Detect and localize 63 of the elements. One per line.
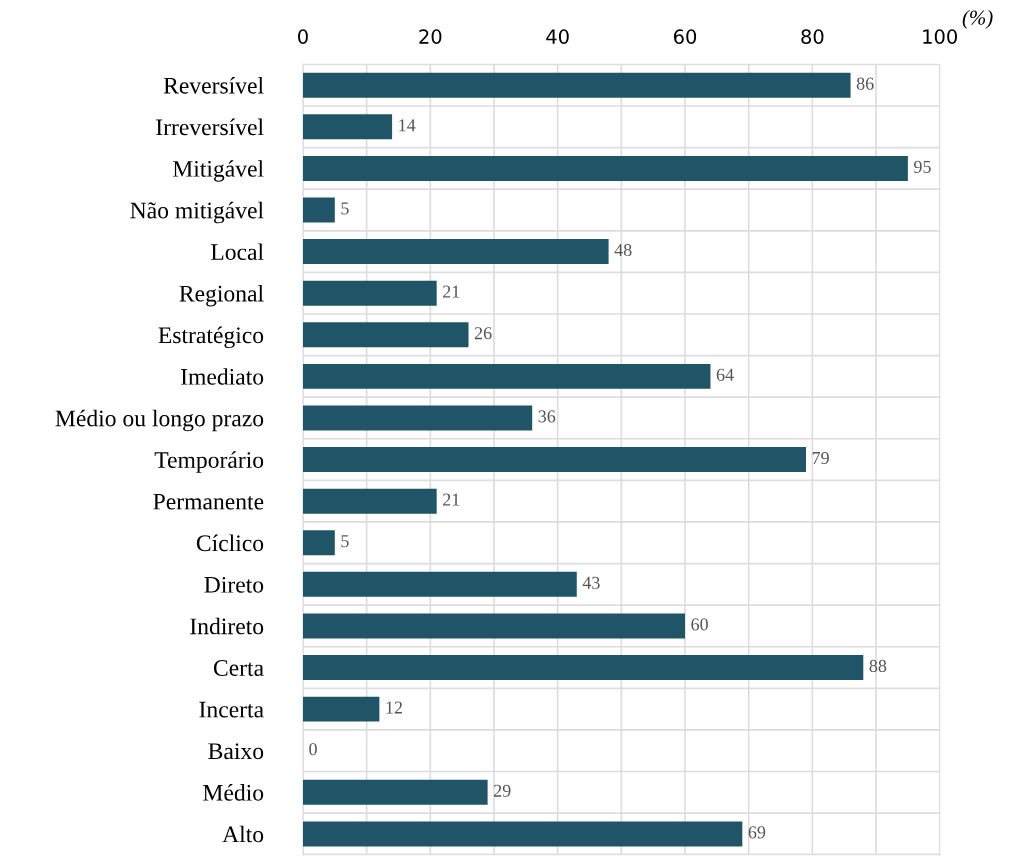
y-tick-label: Temporário (154, 451, 264, 473)
y-tick-label: Não mitigável (130, 201, 264, 224)
bar (302, 114, 393, 140)
data-label: 0 (309, 743, 317, 756)
data-label: 5 (341, 535, 349, 548)
y-tick-label: Permanente (153, 493, 264, 510)
y-tick-label: Local (211, 243, 264, 261)
data-label: 69 (748, 826, 766, 839)
y-tick-label: Direto (204, 576, 264, 593)
y-tick-label: Regional (179, 285, 264, 307)
data-label: 60 (691, 618, 708, 631)
y-tick-label: Baixo (208, 743, 264, 760)
x-tick-label: 60 (674, 29, 697, 44)
bar (302, 655, 864, 681)
x-tick-label: 0 (298, 29, 308, 44)
y-tick-label: Alto (222, 825, 264, 843)
y-tick-label: Cíclico (196, 534, 264, 552)
data-label: 79 (812, 451, 829, 465)
bar (302, 405, 533, 431)
bar (302, 613, 686, 639)
data-label: 21 (443, 285, 460, 298)
data-label: 5 (341, 202, 349, 215)
bar (302, 696, 380, 722)
x-tick-label: 100 (923, 29, 957, 44)
x-tick-label: 20 (419, 29, 442, 44)
y-tick-label: Incerta (199, 701, 264, 718)
y-tick-label: Estratégico (158, 326, 264, 349)
bar (302, 280, 437, 306)
bar (302, 447, 806, 473)
x-axis-title: (%) (962, 9, 993, 29)
data-label: 36 (538, 410, 556, 423)
y-tick-label: Indireto (190, 617, 264, 635)
data-label: 29 (493, 784, 511, 797)
x-tick-label: 80 (801, 29, 824, 44)
x-tick-label: 40 (546, 29, 569, 44)
bar (302, 239, 609, 265)
data-label: 21 (443, 493, 460, 506)
data-label: 43 (582, 576, 600, 589)
bar (302, 155, 908, 181)
y-tick-label: Reversível (163, 77, 264, 94)
bar (302, 779, 488, 805)
bar (302, 322, 469, 348)
data-label: 64 (716, 368, 734, 381)
y-tick-label: Certa (213, 660, 264, 676)
bar (302, 197, 335, 223)
y-tick-label: Imediato (181, 368, 264, 385)
y-tick-label: Mitigável (172, 160, 264, 182)
data-label: 48 (614, 243, 632, 257)
bar (302, 571, 577, 597)
bar (302, 72, 851, 98)
y-tick-label: Médio (203, 784, 264, 801)
bar (302, 821, 743, 847)
data-label: 12 (386, 701, 402, 714)
data-label: 14 (399, 119, 416, 132)
data-label: 86 (856, 77, 874, 90)
bar (302, 488, 437, 514)
bar (302, 363, 711, 389)
data-label: 26 (474, 327, 492, 340)
data-label: 88 (869, 659, 887, 673)
data-label: 95 (914, 160, 931, 173)
y-tick-label: Irreversível (156, 118, 264, 136)
bar (302, 530, 335, 556)
y-tick-label: Médio ou longo prazo (55, 409, 264, 432)
